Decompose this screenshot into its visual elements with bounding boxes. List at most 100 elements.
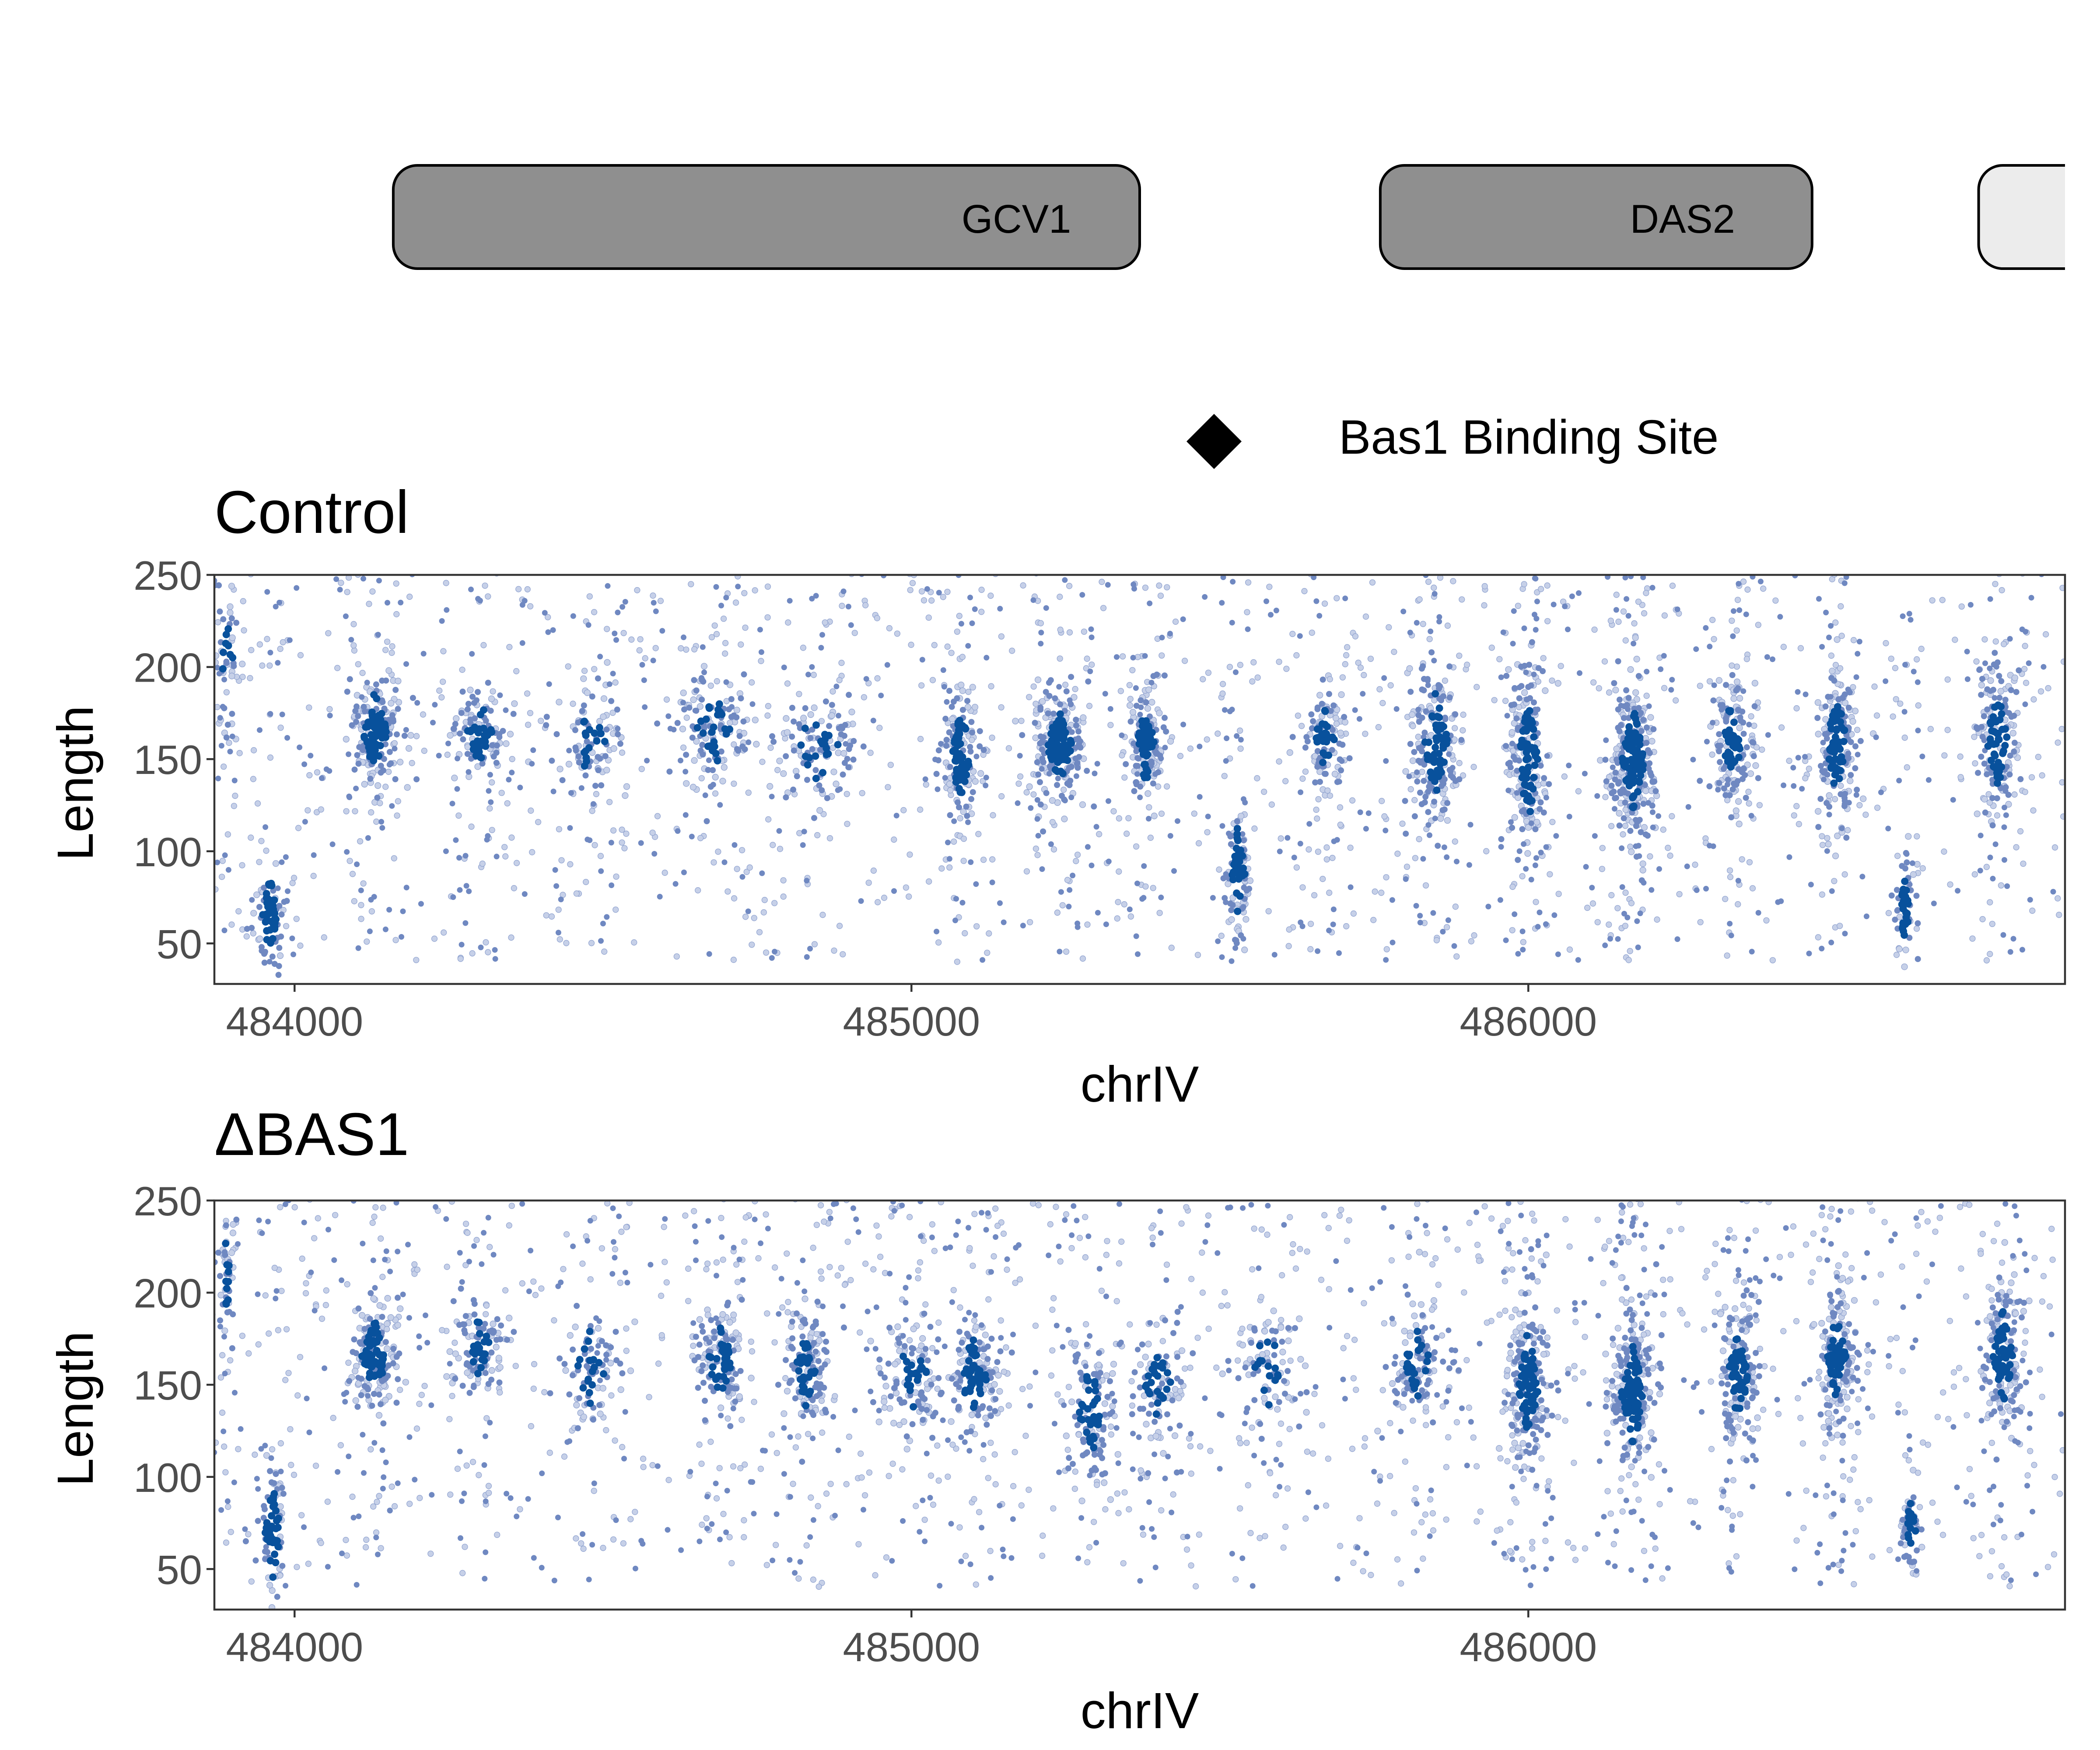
data-point [885, 784, 891, 791]
data-point [906, 851, 913, 858]
data-point [1057, 626, 1064, 633]
data-point [947, 787, 954, 794]
data-point [1233, 937, 1239, 944]
data-point [1990, 686, 1997, 693]
y-axis-label: Length [47, 1331, 104, 1487]
data-point [1062, 682, 1069, 688]
data-point [738, 641, 744, 648]
data-point [509, 770, 515, 776]
data-point [623, 830, 630, 837]
data-point [1823, 609, 1829, 616]
data-point [1843, 834, 1850, 841]
data-point [1737, 714, 1743, 721]
data-point [1113, 654, 1120, 660]
data-point [1684, 863, 1690, 869]
data-point [1831, 755, 1839, 763]
data-point [1372, 888, 1378, 895]
data-point [814, 832, 821, 839]
data-point [1839, 825, 1845, 831]
data-point [1205, 813, 1211, 819]
data-point [1522, 1237, 1529, 1243]
data-point [1344, 644, 1351, 651]
data-point [1510, 753, 1517, 760]
data-point [704, 818, 710, 824]
data-point [382, 647, 389, 653]
data-point [1639, 761, 1647, 769]
data-point [1983, 957, 1990, 964]
data-point [713, 1495, 720, 1502]
data-point [1633, 764, 1641, 772]
data-point [1985, 791, 1992, 798]
data-point [804, 761, 812, 769]
data-point [1996, 694, 2003, 701]
data-point [1729, 786, 1736, 793]
data-point [1121, 774, 1128, 781]
data-point [546, 681, 552, 687]
data-point [308, 752, 314, 759]
data-point [935, 757, 942, 763]
data-point [543, 912, 550, 919]
data-point [756, 929, 763, 935]
data-point [1832, 852, 1839, 860]
data-point [1238, 737, 1244, 743]
data-point [1067, 737, 1074, 745]
data-point [840, 771, 846, 778]
data-point [906, 1337, 913, 1344]
data-point [1606, 689, 1613, 696]
data-point [418, 1392, 425, 1398]
data-point [1343, 652, 1350, 658]
data-point [350, 621, 357, 627]
data-point [1780, 644, 1787, 650]
data-point [1638, 829, 1644, 836]
data-point [742, 624, 749, 631]
data-point [1425, 578, 1432, 585]
data-point [413, 776, 420, 783]
data-point [508, 934, 514, 941]
data-point [585, 744, 593, 752]
data-point [1367, 655, 1374, 662]
data-point [1066, 903, 1072, 910]
data-point [454, 786, 460, 792]
data-point [1743, 744, 1750, 751]
data-point [705, 704, 713, 712]
data-point [946, 729, 952, 735]
data-point [1314, 706, 1321, 712]
data-point [233, 620, 240, 626]
data-point [923, 781, 929, 788]
data-point [2002, 805, 2007, 811]
data-point [729, 704, 735, 710]
data-point [394, 812, 400, 819]
data-point [227, 603, 234, 610]
data-point [1407, 689, 1414, 695]
data-point [1038, 630, 1044, 636]
data-point [1276, 758, 1282, 765]
data-point [1306, 821, 1312, 827]
data-point [1224, 735, 1230, 741]
data-point [450, 894, 456, 900]
data-point [1642, 831, 1649, 838]
data-point [399, 934, 404, 940]
data-point [956, 612, 962, 620]
data-point [1537, 763, 1544, 769]
data-point [1460, 727, 1466, 734]
data-point [1077, 744, 1084, 751]
data-point [718, 748, 724, 755]
data-point [2052, 844, 2058, 851]
data-point [1001, 919, 1007, 925]
data-point [1315, 948, 1321, 954]
data-point [736, 733, 743, 739]
data-point [1037, 704, 1044, 711]
data-point [1310, 1450, 1316, 1457]
data-point [1241, 884, 1247, 891]
data-point [555, 930, 561, 936]
data-point [1748, 713, 1754, 720]
data-point [385, 600, 390, 606]
data-point [469, 950, 476, 957]
data-point [710, 859, 717, 866]
data-point [378, 763, 384, 769]
data-point [726, 1534, 733, 1540]
data-point [1249, 678, 1256, 685]
data-point [1950, 797, 1956, 803]
data-point [1614, 756, 1620, 763]
data-point [1127, 718, 1134, 725]
